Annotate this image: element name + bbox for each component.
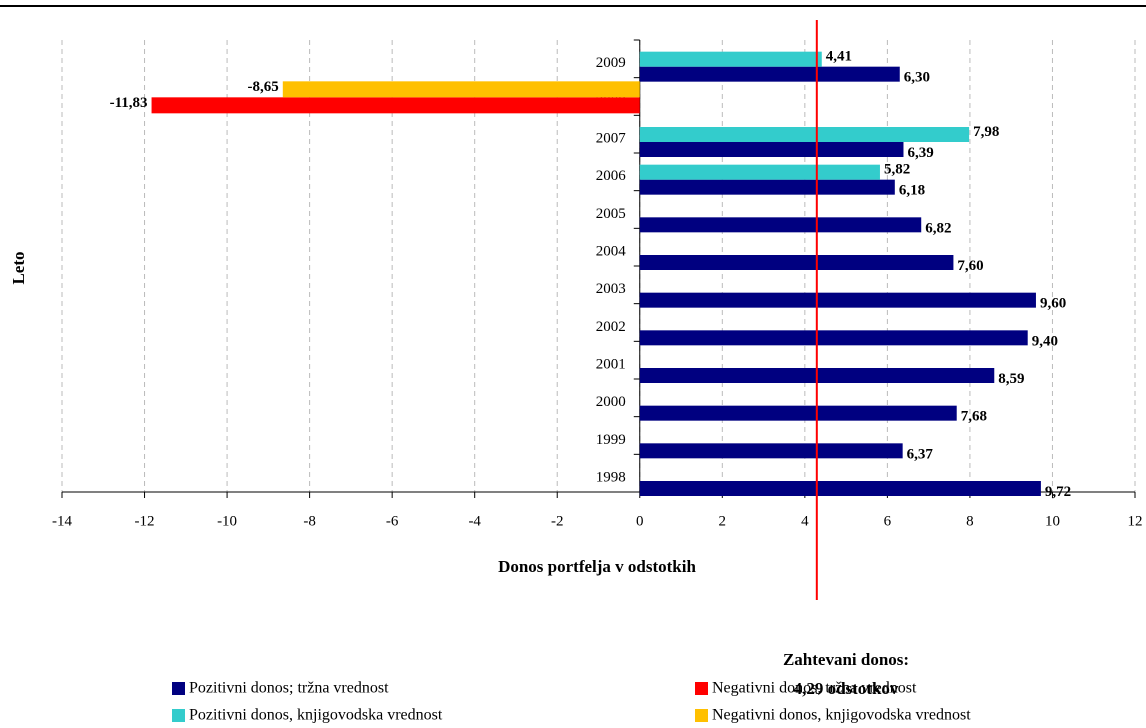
x-tick-label: -14: [52, 513, 72, 529]
bar: [639, 481, 1041, 496]
value-label: 6,37: [907, 446, 934, 462]
x-tick-label: 0: [636, 513, 644, 529]
value-label: 9,60: [1040, 296, 1066, 312]
y-tick-label: 2000: [596, 394, 626, 410]
y-tick-label: 1999: [596, 432, 626, 448]
x-tick-label: -8: [303, 513, 316, 529]
bar: [639, 217, 922, 233]
y-tick-label: 2006: [596, 168, 627, 184]
value-label: 7,68: [961, 409, 987, 425]
bar: [639, 330, 1028, 346]
x-tick-label: -6: [386, 513, 399, 529]
bar: [282, 81, 640, 98]
x-tick-label: -4: [468, 513, 481, 529]
value-label: 8,59: [998, 371, 1024, 387]
x-tick-label: -12: [135, 513, 155, 529]
x-axis-title: Donos portfelja v odstotkih: [498, 557, 696, 576]
y-tick-label: 2001: [596, 356, 626, 372]
value-label: 5,82: [884, 162, 910, 178]
legend-label: Pozitivni donos; tržna vrednost: [189, 680, 389, 697]
reference-label: Zahtevani donos:: [783, 650, 909, 669]
bar: [639, 127, 970, 142]
legend-swatch: [695, 682, 708, 695]
x-tick-label: 4: [801, 513, 809, 529]
value-label: 7,98: [973, 124, 999, 140]
bar: [639, 142, 904, 157]
value-label: 7,60: [957, 258, 983, 274]
bar: [639, 164, 880, 180]
y-axis-title: Leto: [9, 251, 28, 284]
bar: [639, 292, 1036, 308]
x-tick-label: 6: [884, 513, 892, 529]
bar: [151, 97, 640, 114]
y-tick-label: 1998: [596, 469, 626, 485]
value-label: 6,82: [925, 220, 951, 236]
legend-swatch: [172, 682, 185, 695]
value-label: 9,72: [1045, 484, 1071, 500]
y-tick-label: 2004: [596, 243, 627, 259]
x-tick-label: 12: [1128, 513, 1143, 529]
bar: [639, 443, 903, 459]
y-tick-label: 2009: [596, 55, 626, 71]
y-tick-label: 2002: [596, 319, 626, 335]
y-tick-label: 2003: [596, 281, 626, 297]
bar: [639, 179, 895, 195]
bar: [639, 405, 957, 421]
value-label: -11,83: [110, 95, 148, 111]
legend-swatch: [172, 709, 185, 722]
legend-label: Negativni donos, knjigovodska vrednost: [712, 707, 971, 724]
bar: [639, 51, 822, 67]
x-tick-label: 2: [719, 513, 727, 529]
value-label: 4,41: [826, 49, 852, 65]
reference-label: 4,29 odstotkov: [794, 679, 899, 698]
x-tick-label: 8: [966, 513, 974, 529]
bar: [639, 255, 954, 270]
value-label: 6,30: [904, 70, 930, 86]
y-tick-label: 2005: [596, 206, 626, 222]
value-label: 6,18: [899, 183, 925, 199]
value-label: 9,40: [1032, 333, 1058, 349]
legend-label: Negativni donos, tržna vrednost: [712, 680, 917, 697]
x-tick-label: -10: [217, 513, 237, 529]
x-tick-label: 10: [1045, 513, 1060, 529]
x-tick-label: -2: [551, 513, 564, 529]
legend-label: Pozitivni donos, knjigovodska vrednost: [189, 707, 443, 724]
value-label: 6,39: [907, 145, 933, 161]
bar: [639, 66, 900, 82]
value-label: -8,65: [248, 79, 279, 95]
y-tick-label: 2007: [596, 130, 627, 146]
legend-swatch: [695, 709, 708, 722]
